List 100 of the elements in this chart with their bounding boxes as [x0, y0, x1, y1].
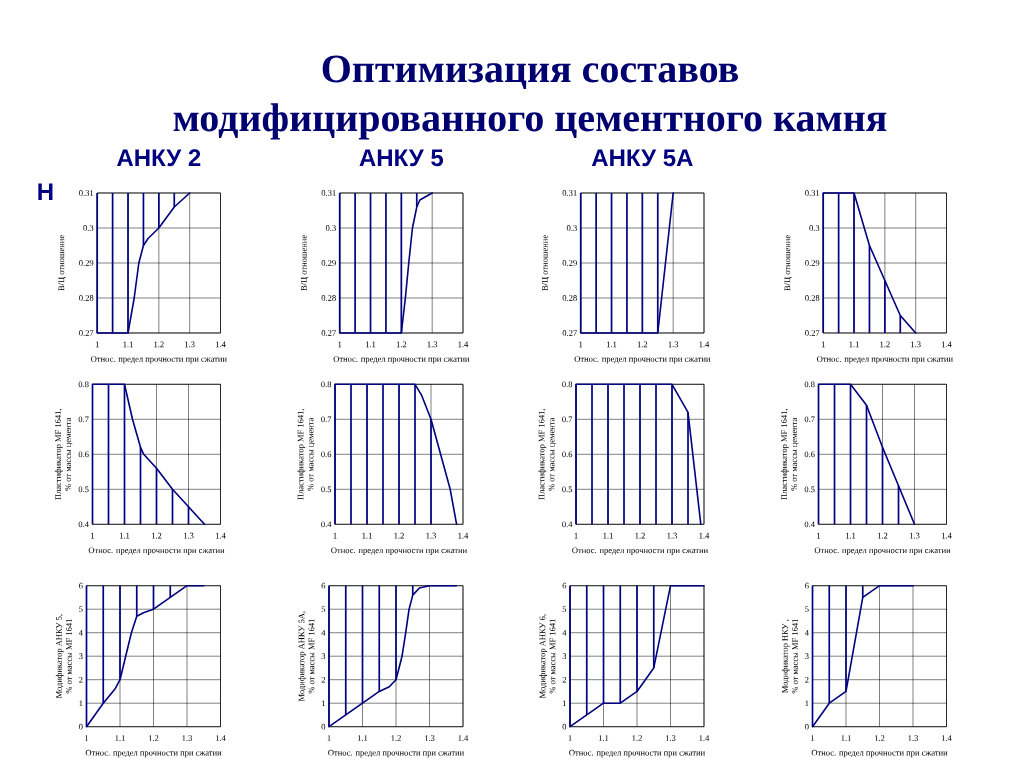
x-axis-title: Относ. предел прочности при сжатии	[88, 547, 225, 555]
y-tick-label: 0.28	[321, 295, 336, 301]
x-tick-label: 1.3	[426, 532, 436, 539]
y-tick-label: 0.3	[809, 225, 820, 231]
y-tick-label: 3	[79, 653, 83, 660]
chart-title: АНКУ 5А	[591, 149, 693, 167]
x-tick-label: 1.3	[668, 341, 679, 348]
y-tick-label: 0.5	[78, 486, 89, 493]
x-tick-label: 1.2	[396, 341, 407, 348]
y-tick-label: 0.4	[562, 521, 573, 528]
y-tick-label: 0.6	[78, 451, 89, 458]
x-axis-title: Относ. предел прочности при сжатии	[574, 356, 711, 364]
y-tick-label: 0	[805, 723, 809, 730]
x-tick-label: 1.3	[909, 532, 920, 539]
line-series	[569, 584, 705, 728]
y-tick-label: 0.31	[321, 190, 336, 196]
y-axis-title: В/Ц отношение	[784, 235, 792, 291]
y-tick-label: 1	[805, 700, 809, 707]
x-tick-label: 1.4	[941, 735, 952, 741]
y-tick-label: 0.4	[321, 521, 332, 528]
x-tick-label: 1.4	[215, 735, 226, 741]
x-tick-label: 1.4	[458, 532, 469, 539]
x-tick-label: 1	[821, 341, 825, 348]
y-tick-label: 0.27	[562, 330, 577, 336]
y-tick-label: 2	[562, 676, 567, 683]
y-tick-label: 1	[562, 700, 566, 707]
x-tick-label: 1.3	[667, 532, 677, 539]
x-tick-label: 1.2	[632, 735, 642, 741]
x-tick-label: 1	[338, 341, 342, 348]
line-series	[822, 192, 917, 334]
x-tick-label: 1.2	[154, 341, 164, 348]
y-axis-title: В/Ц отношение	[542, 235, 550, 291]
y-tick-label: 0.29	[79, 260, 94, 266]
x-tick-label: 1.2	[637, 341, 648, 348]
x-tick-label: 1.2	[635, 532, 645, 539]
x-tick-label: 1.1	[606, 341, 617, 348]
y-tick-label: 0	[562, 723, 567, 730]
x-tick-label: 1	[579, 341, 583, 348]
x-tick-label: 1.3	[427, 341, 438, 348]
y-tick-label: 0	[79, 723, 83, 730]
x-tick-label: 1.1	[119, 532, 130, 539]
y-tick-label: 0	[321, 723, 326, 730]
x-tick-label: 1.3	[665, 735, 676, 741]
x-tick-label: 1.4	[215, 341, 226, 348]
x-tick-label: 1.3	[911, 341, 921, 348]
y-tick-label: 0.8	[804, 381, 815, 388]
y-tick-label: 0.28	[562, 295, 577, 301]
line-series	[338, 192, 433, 334]
x-tick-label: 1	[95, 341, 99, 348]
line-series	[96, 192, 191, 334]
x-tick-label: 1.2	[874, 735, 885, 741]
y-tick-label: 5	[79, 606, 83, 613]
y-tick-label: 0.29	[562, 260, 577, 266]
y-tick-label: 0.7	[562, 416, 573, 423]
x-tick-label: 1.4	[215, 532, 226, 539]
y-tick-label: 2	[79, 676, 83, 683]
x-tick-label: 1.2	[148, 735, 159, 741]
x-axis-title: Относ. предел прочности при сжатии	[328, 749, 464, 758]
x-tick-label: 1.2	[391, 735, 401, 741]
x-axis-title: Относ. предел прочности при сжатии	[811, 749, 948, 758]
x-tick-label: 1.1	[115, 735, 125, 741]
x-tick-label: 1.2	[151, 532, 162, 539]
x-tick-label: 1.4	[941, 532, 952, 539]
y-tick-label: 0.31	[805, 190, 820, 196]
line-series	[328, 584, 458, 728]
y-tick-label: 0.4	[804, 521, 815, 528]
y-axis-title: Пластификатор MF 1641, % от массы цемента	[538, 409, 556, 500]
y-tick-label: 0.8	[321, 381, 332, 388]
x-tick-label: 1.1	[841, 735, 851, 741]
y-tick-label: 0.3	[83, 225, 94, 231]
x-tick-label: 1.4	[699, 532, 710, 539]
y-axis-title: Модификатор НКУ , % от массы MF 1641	[781, 619, 798, 694]
line-series	[811, 584, 914, 728]
x-tick-label: 1.3	[182, 735, 192, 741]
y-tick-label: 6	[562, 582, 567, 589]
y-axis-title: Модификатор АНКУ 5, % от массы MF 1641	[55, 614, 72, 699]
y-tick-label: 1	[79, 700, 83, 707]
y-tick-label: 6	[79, 582, 83, 589]
x-tick-label: 1.4	[458, 735, 469, 741]
y-axis-title: В/Ц отношение	[301, 235, 309, 291]
x-axis-title: Относ. предел прочности при сжатии	[814, 547, 951, 555]
y-tick-label: 0.3	[566, 225, 577, 231]
y-tick-label: 0.27	[321, 330, 336, 336]
text: Оптимизация составов модифицированного цементного камня	[173, 55, 887, 140]
x-tick-label: 1.2	[394, 532, 404, 539]
x-tick-label: 1.1	[365, 341, 376, 348]
x-axis-title: Относ. предел прочности при сжатии	[572, 547, 708, 555]
x-tick-label: 1.3	[183, 532, 194, 539]
x-tick-label: 1.1	[362, 532, 372, 539]
y-tick-label: 0.28	[79, 295, 94, 301]
x-tick-label: 1.3	[908, 735, 918, 741]
line-series	[85, 584, 205, 728]
x-tick-label: 1.2	[880, 341, 890, 348]
y-tick-label: 0.7	[804, 416, 815, 423]
x-tick-label: 1.1	[603, 532, 613, 539]
y-tick-label: 0.27	[805, 330, 820, 336]
y-tick-label: 0.7	[321, 416, 332, 423]
x-tick-label: 1.1	[123, 341, 133, 348]
x-axis-title: Относ. предел прочности при сжатии	[817, 356, 953, 364]
y-tick-label: 0.28	[805, 295, 820, 301]
